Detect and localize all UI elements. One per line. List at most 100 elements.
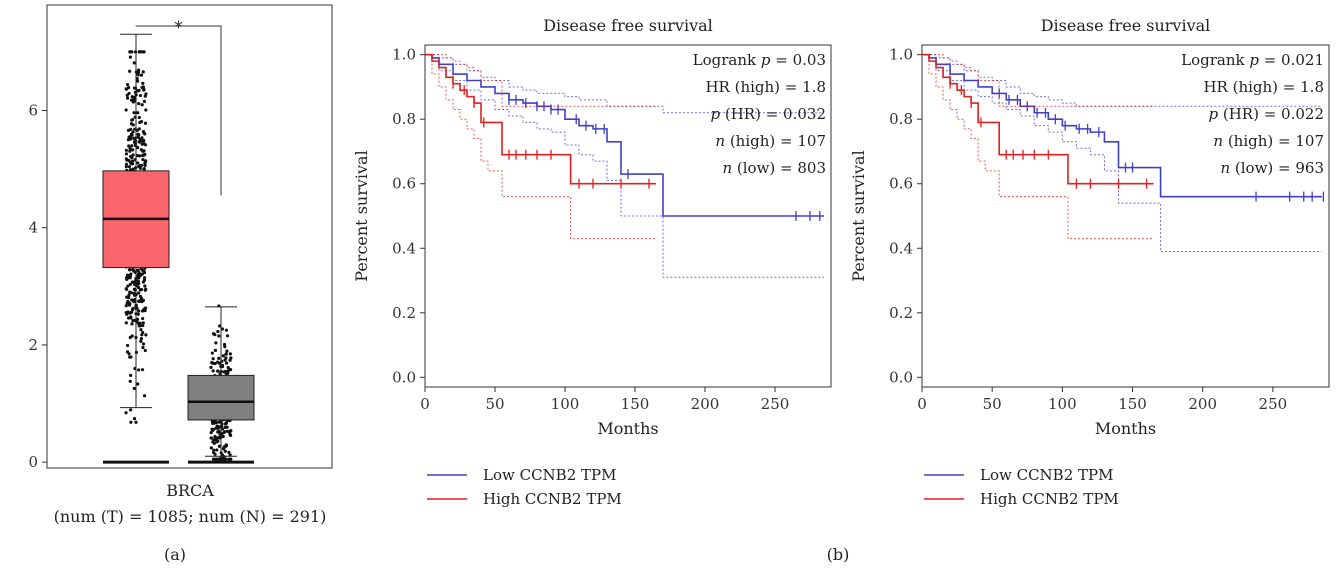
data-point (209, 365, 213, 369)
data-point (125, 87, 129, 91)
data-point (134, 420, 138, 424)
stat-symbol: n (715, 132, 725, 150)
x-tick-label: 0 (917, 395, 927, 413)
data-point (141, 153, 145, 157)
data-point (125, 82, 130, 87)
data-point (127, 137, 132, 141)
plot-title: Disease free survival (543, 16, 713, 35)
data-point (132, 111, 136, 115)
stat-text-part: (HR) = 0.032 (720, 105, 826, 123)
data-point (228, 352, 232, 356)
stat-text-part: (low) = 803 (732, 159, 826, 177)
data-point (142, 394, 147, 398)
data-point (141, 158, 145, 162)
data-point (124, 411, 128, 415)
data-point (214, 426, 218, 430)
data-point (139, 287, 144, 292)
data-point (225, 370, 230, 374)
y-tick-label: 0.4 (889, 239, 913, 257)
data-point (144, 159, 148, 163)
data-point (141, 70, 145, 74)
x-tick-label: 50 (983, 395, 1002, 413)
data-point (128, 135, 132, 139)
data-point (130, 159, 135, 163)
stat-line: n (high) = 107 (715, 132, 826, 150)
data-point (143, 306, 148, 310)
stat-symbol: n (1220, 159, 1230, 177)
data-point (124, 287, 128, 291)
ci-lower-low (922, 54, 1322, 252)
stat-symbol: n (1213, 132, 1223, 150)
data-point (132, 136, 136, 140)
ci-upper-high (922, 54, 1154, 107)
stat-line: HR (high) = 1.8 (705, 78, 826, 96)
data-point (225, 349, 229, 353)
data-point (209, 446, 213, 450)
data-point (142, 142, 146, 146)
plot-frame (921, 44, 1330, 388)
data-point (129, 420, 133, 424)
stat-line: n (low) = 803 (722, 159, 826, 177)
panel-b-label: (b) (827, 545, 850, 564)
data-point (228, 453, 232, 457)
data-point (139, 120, 144, 124)
y-tick-label: 0 (28, 453, 38, 471)
data-point (209, 436, 214, 440)
data-point (126, 299, 130, 304)
data-point (141, 130, 146, 134)
data-point (130, 95, 134, 99)
data-point (143, 348, 147, 353)
data-point (141, 298, 146, 302)
data-point (137, 102, 141, 106)
data-point (138, 294, 143, 298)
data-point (138, 321, 142, 325)
data-point (218, 324, 222, 328)
data-point (216, 369, 220, 373)
data-point (144, 287, 148, 291)
data-point (229, 356, 233, 360)
data-point (142, 270, 146, 274)
stat-text-part: HR (high) = 1.8 (1203, 78, 1324, 96)
legend-label: Low CCNB2 TPM (483, 466, 616, 484)
data-point (216, 360, 220, 364)
data-point (224, 352, 228, 356)
plot-title: Disease free survival (1041, 16, 1211, 35)
y-tick-label: 0.0 (392, 368, 416, 386)
data-point (140, 309, 145, 313)
data-point (221, 354, 225, 358)
data-point (225, 334, 230, 338)
data-point (143, 132, 147, 136)
stat-line: n (low) = 963 (1220, 159, 1324, 177)
data-point (132, 61, 136, 65)
x-tick-label: 250 (761, 395, 790, 413)
data-point (215, 448, 219, 452)
data-point (127, 158, 131, 163)
data-point (136, 382, 140, 386)
data-point (136, 146, 140, 150)
data-point (131, 267, 135, 272)
data-point (225, 429, 229, 433)
data-point (144, 333, 148, 337)
data-point (136, 135, 140, 139)
data-point (132, 287, 136, 291)
data-point (143, 121, 148, 125)
data-point (137, 88, 141, 93)
data-point (139, 339, 143, 343)
data-point (142, 167, 146, 171)
data-point (137, 309, 141, 313)
data-point (127, 144, 131, 148)
data-point (141, 85, 145, 89)
x-tick-label: 150 (621, 395, 650, 413)
data-point (133, 293, 137, 297)
stat-line: Logrank p = 0.03 (693, 51, 826, 69)
stat-text-part: (low) = 963 (1230, 159, 1324, 177)
data-point (136, 285, 141, 290)
data-point (217, 429, 221, 434)
data-point (126, 284, 130, 288)
ci-upper-high (425, 54, 656, 107)
panel-a-label: (a) (164, 545, 186, 564)
data-point (143, 284, 147, 288)
data-point (144, 108, 148, 112)
stat-text-part: (high) = 107 (725, 132, 826, 150)
